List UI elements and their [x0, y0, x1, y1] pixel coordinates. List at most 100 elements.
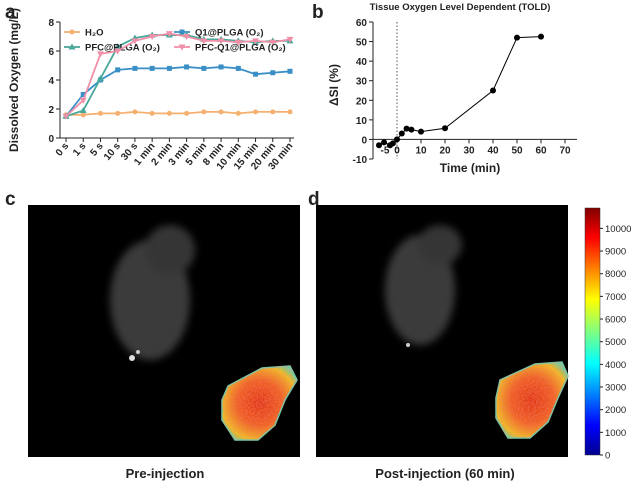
- x-tick-label: 10: [415, 145, 427, 156]
- marker: [201, 109, 207, 115]
- x-tick-label: 1 s: [71, 141, 89, 159]
- marker: [132, 109, 138, 115]
- y-tick-label: 50: [356, 38, 368, 49]
- caption: Post-injection (60 min): [375, 466, 514, 481]
- colorbar-tick-label: 1000: [605, 428, 626, 439]
- speck: [136, 350, 140, 354]
- colorbar-tick-label: 9000: [605, 247, 626, 258]
- colorbar-tick-label: 7000: [605, 292, 626, 303]
- x-tick-label: 0 s: [54, 141, 72, 159]
- x-axis-label: Time (min): [440, 161, 500, 175]
- speck: [406, 343, 410, 347]
- marker: [96, 51, 104, 58]
- x-tick-label: 10 s: [102, 141, 123, 163]
- marker: [394, 136, 400, 143]
- marker: [200, 38, 208, 45]
- colorbar-tick-label: 3000: [605, 383, 626, 394]
- marker: [80, 92, 86, 97]
- y-tick-label: 60: [356, 18, 368, 29]
- colorbar-tick-label: 4000: [605, 360, 626, 371]
- colorbar-tick-label: 6000: [605, 315, 626, 326]
- y-tick-label: 10: [356, 116, 368, 127]
- y-tick-label: 0: [48, 134, 54, 145]
- marker: [131, 38, 139, 45]
- series-line: [65, 66, 291, 117]
- marker: [235, 65, 241, 71]
- marker: [183, 34, 191, 40]
- colorbar: [584, 207, 601, 456]
- marker: [166, 65, 172, 71]
- y-tick-label: 2: [48, 105, 54, 116]
- caption: Pre-injection: [126, 466, 205, 481]
- marker: [201, 65, 207, 71]
- panel-label: b: [312, 2, 324, 23]
- marker: [252, 38, 260, 45]
- marker: [403, 125, 410, 132]
- chart-title: Tissue Oxygen Level Dependent (TOLD): [370, 2, 551, 13]
- series-line: [66, 110, 290, 116]
- marker: [114, 43, 122, 50]
- marker: [398, 130, 405, 137]
- x-tick-label: 60: [535, 145, 547, 156]
- x-tick-label: 40: [487, 145, 499, 156]
- marker: [538, 33, 544, 40]
- panel-label: a: [5, 2, 16, 23]
- marker: [79, 97, 87, 104]
- marker: [418, 128, 424, 135]
- marker: [269, 39, 277, 46]
- marker: [235, 110, 241, 116]
- marker: [132, 65, 138, 71]
- marker: [253, 71, 259, 77]
- legend-marker: [68, 43, 76, 50]
- y-tick-label: 8: [48, 18, 54, 29]
- legend-marker: [69, 29, 75, 35]
- marker: [166, 110, 172, 116]
- marker: [96, 75, 104, 82]
- tissue-glow: [385, 225, 462, 345]
- colorbar-tick-label: 5000: [605, 337, 626, 348]
- marker: [442, 125, 448, 132]
- panel-label: c: [5, 189, 16, 210]
- y-tick-label: 20: [356, 96, 368, 107]
- x-tick-label: 20: [439, 145, 451, 156]
- legend-marker: [178, 44, 186, 51]
- tissue-glow: [110, 225, 195, 360]
- marker: [287, 68, 293, 74]
- marker: [80, 112, 86, 118]
- series-line: [378, 36, 542, 146]
- marker: [490, 87, 496, 94]
- marker: [514, 34, 520, 41]
- marker: [218, 64, 224, 70]
- heat-blob: [495, 361, 569, 439]
- marker: [408, 126, 415, 133]
- marker: [218, 109, 224, 115]
- marker: [376, 142, 382, 149]
- speck: [129, 355, 135, 361]
- legend-label: Q1@PLGA (O₂): [195, 28, 264, 39]
- marker: [270, 109, 276, 115]
- marker: [97, 110, 103, 116]
- y-tick-label: 40: [356, 57, 368, 68]
- marker: [184, 64, 190, 70]
- y-axis-label: Dissolved Oxygen (mg/L): [7, 8, 21, 152]
- y-axis-label: ΔSI (%): [327, 64, 341, 106]
- marker: [287, 109, 293, 115]
- marker: [253, 109, 259, 115]
- colorbar-tick-label: 0: [605, 451, 610, 462]
- marker: [115, 67, 121, 73]
- legend-label: PFC-Q1@PLGA (O₂): [195, 43, 286, 54]
- marker: [62, 113, 70, 120]
- marker: [381, 139, 388, 146]
- marker: [286, 36, 294, 43]
- marker: [149, 65, 155, 71]
- marker: [270, 70, 276, 76]
- y-tick-label: -10: [353, 155, 368, 166]
- marker: [148, 34, 156, 40]
- marker: [389, 140, 396, 147]
- colorbar-tick-label: 8000: [605, 269, 626, 280]
- x-tick-label: 0: [394, 145, 400, 156]
- x-tick-label: 30: [463, 145, 475, 156]
- legend-marker: [179, 29, 185, 35]
- x-tick-label: -5: [381, 145, 390, 156]
